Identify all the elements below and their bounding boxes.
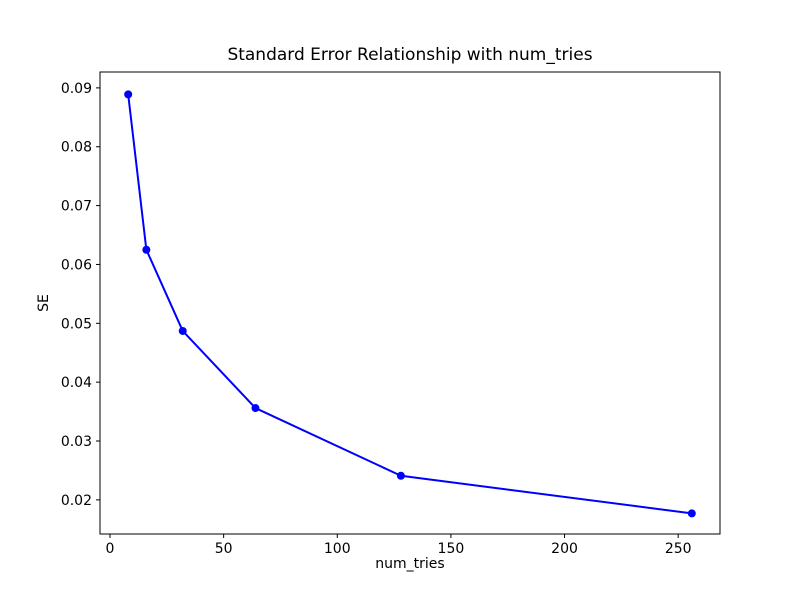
y-tick-label: 0.07 [61,199,92,215]
x-tick-label: 100 [324,541,351,557]
y-tick-label: 0.09 [61,81,92,97]
x-tick-label: 50 [215,541,233,557]
data-point [142,245,151,254]
x-tick-label: 200 [551,541,578,557]
data-point [396,471,405,480]
data-point [178,326,187,335]
x-tick-label: 150 [438,541,465,557]
y-tick-label: 0.02 [61,493,92,509]
x-axis-label: num_tries [375,556,445,572]
data-point [251,404,260,413]
data-line [127,93,693,515]
chart-title: Standard Error Relationship with num_tri… [227,45,593,65]
y-tick-label: 0.08 [61,140,92,156]
y-tick-label: 0.06 [61,257,92,273]
y-tick-label: 0.05 [61,316,92,332]
data-point [124,90,133,99]
x-tick-label: 250 [665,541,692,557]
y-tick-label: 0.04 [61,375,92,391]
axes-spines [99,71,721,535]
data-point [687,509,696,518]
x-tick-label: 0 [106,541,115,557]
y-tick-label: 0.03 [61,434,92,450]
